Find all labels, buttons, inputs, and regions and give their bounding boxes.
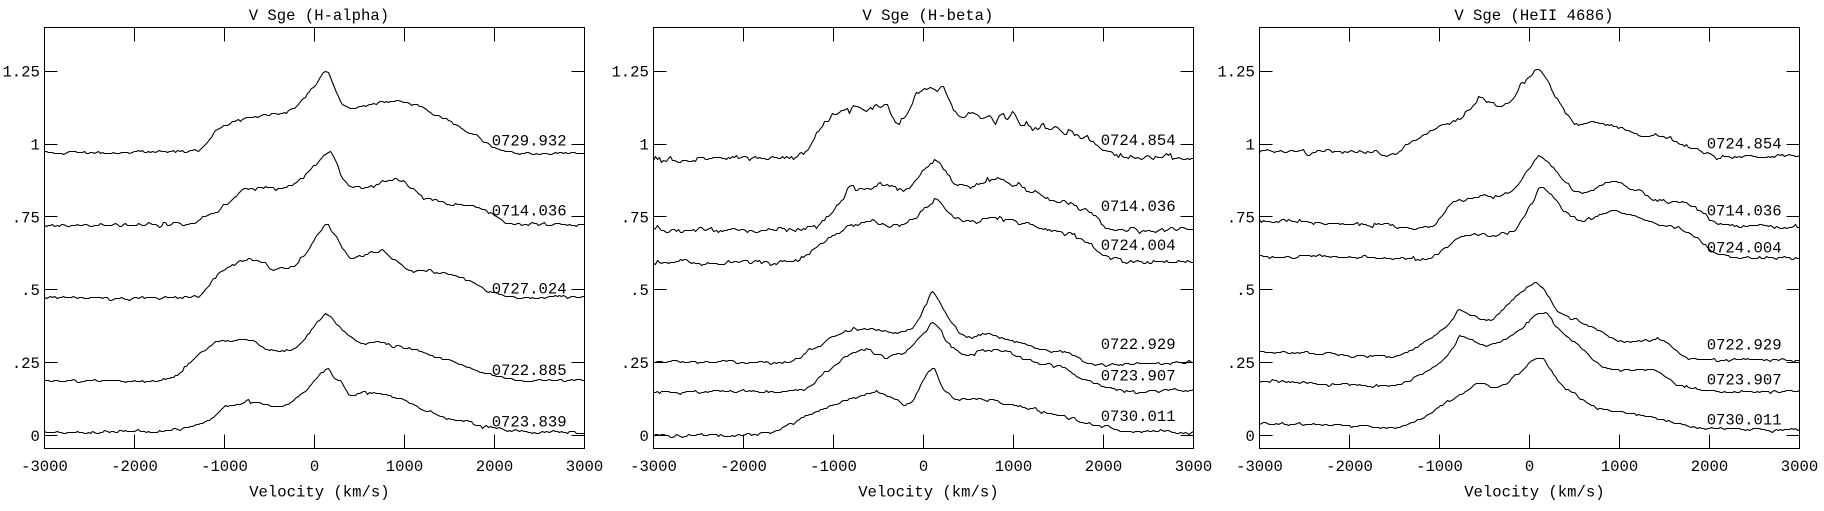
svg-text:.5: .5 — [1236, 282, 1255, 300]
svg-text:2000: 2000 — [1691, 458, 1728, 476]
svg-text:.75: .75 — [621, 209, 649, 227]
svg-text:V Sge (H-alpha): V Sge (H-alpha) — [249, 7, 389, 25]
svg-text:Velocity (km/s): Velocity (km/s) — [1464, 483, 1604, 501]
svg-text:0722.885: 0722.885 — [492, 362, 567, 380]
svg-text:-2000: -2000 — [1326, 458, 1373, 476]
svg-text:1000: 1000 — [995, 458, 1032, 476]
svg-text:1000: 1000 — [1601, 458, 1638, 476]
svg-text:1.25: 1.25 — [1217, 64, 1254, 82]
svg-text:-2000: -2000 — [720, 458, 767, 476]
svg-text:0724.854: 0724.854 — [1101, 132, 1176, 150]
svg-text:0730.011: 0730.011 — [1707, 412, 1782, 430]
svg-text:-3000: -3000 — [630, 458, 677, 476]
svg-text:1000: 1000 — [386, 458, 423, 476]
svg-text:2000: 2000 — [476, 458, 513, 476]
svg-text:0714.036: 0714.036 — [1707, 203, 1782, 221]
svg-text:1: 1 — [640, 136, 649, 154]
svg-text:-2000: -2000 — [111, 458, 158, 476]
svg-text:0727.024: 0727.024 — [492, 281, 567, 299]
svg-text:1.25: 1.25 — [611, 64, 648, 82]
svg-text:0723.907: 0723.907 — [1707, 372, 1782, 390]
svg-text:-3000: -3000 — [21, 458, 68, 476]
svg-text:1: 1 — [31, 136, 40, 154]
svg-text:0714.036: 0714.036 — [492, 202, 567, 220]
svg-text:.25: .25 — [621, 355, 649, 373]
svg-text:-1000: -1000 — [201, 458, 248, 476]
svg-text:3000: 3000 — [1175, 458, 1212, 476]
svg-text:0: 0 — [919, 458, 928, 476]
svg-text:1.25: 1.25 — [2, 64, 39, 82]
svg-text:0724.004: 0724.004 — [1707, 240, 1782, 258]
svg-text:0730.011: 0730.011 — [1101, 408, 1176, 426]
svg-text:1: 1 — [1246, 136, 1255, 154]
svg-text:0722.929: 0722.929 — [1707, 336, 1782, 354]
svg-text:0724.004: 0724.004 — [1101, 237, 1176, 255]
svg-text:0: 0 — [1246, 428, 1255, 446]
svg-text:3000: 3000 — [566, 458, 603, 476]
svg-text:Velocity (km/s): Velocity (km/s) — [249, 483, 389, 501]
svg-text:0: 0 — [31, 428, 40, 446]
svg-text:Velocity (km/s): Velocity (km/s) — [858, 483, 998, 501]
svg-text:0723.839: 0723.839 — [492, 413, 567, 431]
svg-text:.75: .75 — [1227, 209, 1255, 227]
svg-text:V Sge (H-beta): V Sge (H-beta) — [862, 7, 993, 25]
svg-text:0: 0 — [640, 428, 649, 446]
svg-text:.75: .75 — [12, 209, 40, 227]
svg-text:0714.036: 0714.036 — [1101, 198, 1176, 216]
svg-text:.25: .25 — [12, 355, 40, 373]
svg-text:.5: .5 — [630, 282, 649, 300]
svg-text:0724.854: 0724.854 — [1707, 136, 1782, 154]
svg-text:2000: 2000 — [1085, 458, 1122, 476]
svg-text:0: 0 — [310, 458, 319, 476]
svg-text:0: 0 — [1525, 458, 1534, 476]
svg-text:3000: 3000 — [1781, 458, 1818, 476]
svg-text:-3000: -3000 — [1236, 458, 1283, 476]
svg-text:0729.932: 0729.932 — [492, 133, 567, 151]
svg-text:-1000: -1000 — [1416, 458, 1463, 476]
svg-text:0722.929: 0722.929 — [1101, 336, 1176, 354]
svg-text:0723.907: 0723.907 — [1101, 367, 1176, 385]
svg-text:.5: .5 — [21, 282, 40, 300]
svg-text:-1000: -1000 — [810, 458, 857, 476]
svg-text:V Sge (HeII 4686): V Sge (HeII 4686) — [1454, 7, 1613, 25]
svg-text:.25: .25 — [1227, 355, 1255, 373]
